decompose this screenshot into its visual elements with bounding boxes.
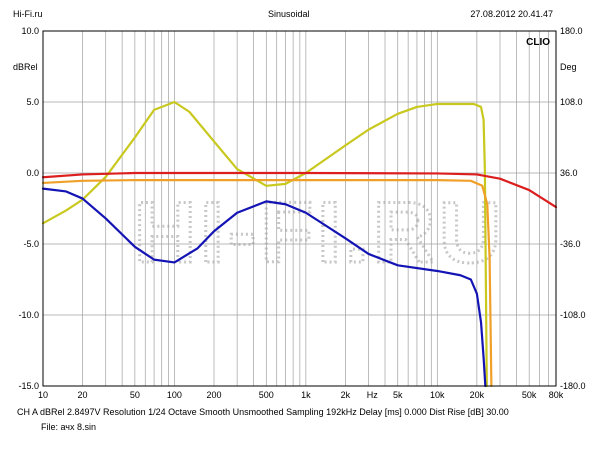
yellow-series-line: [41, 100, 488, 388]
x-tick-label: 50: [130, 390, 140, 400]
y-left-tick-label: -15.0: [18, 381, 39, 391]
y-left-tick-label: 10.0: [21, 26, 39, 36]
y-left-tick-label: 5.0: [26, 97, 39, 107]
y-right-axis-label: Deg: [560, 62, 577, 72]
signal-type-label: Sinusoidal: [268, 9, 310, 19]
x-tick-label: 10k: [430, 390, 445, 400]
y-left-tick-label: -5.0: [23, 239, 39, 249]
y-right-tick-label: -180.0: [560, 381, 586, 391]
red-series-line: [41, 171, 558, 209]
y-right-tick-label: -108.0: [560, 310, 586, 320]
x-tick-label: 1k: [301, 390, 311, 400]
y-left-axis-label: dBRel: [13, 62, 38, 72]
clio-logo: CLIO: [526, 37, 550, 48]
y-right-tick-label: 36.0: [560, 168, 578, 178]
x-tick-label: 80k: [549, 390, 564, 400]
watermark-text: HI-FI.RU: [134, 185, 505, 281]
x-tick-label: 50k: [522, 390, 537, 400]
y-right-tick-label: -36.0: [560, 239, 581, 249]
x-tick-label: 20k: [470, 390, 485, 400]
y-left-tick-label: 0.0: [26, 168, 39, 178]
x-tick-label: 5k: [393, 390, 403, 400]
blue-series-line: [41, 187, 487, 388]
x-unit-label: Hz: [367, 390, 378, 400]
y-right-tick-label: 180.0: [560, 26, 583, 36]
settings-line: CH A dBRel 2.8497V Resolution 1/24 Octav…: [17, 407, 509, 417]
x-tick-label: 100: [167, 390, 182, 400]
timestamp-label: 27.08.2012 20.41.47: [470, 9, 553, 19]
x-tick-label: 20: [78, 390, 88, 400]
plot-frame: [42, 30, 557, 387]
x-tick-label: 200: [206, 390, 221, 400]
x-tick-label: 10: [38, 390, 48, 400]
x-tick-label: 2k: [341, 390, 351, 400]
x-tick-label: 500: [259, 390, 274, 400]
y-right-tick-label: 108.0: [560, 97, 583, 107]
file-label: File: ачх 8.sin: [41, 422, 97, 432]
y-left-tick-label: -10.0: [18, 310, 39, 320]
orange-series-line: [41, 179, 493, 388]
site-label: Hi-Fi.ru: [13, 9, 43, 19]
